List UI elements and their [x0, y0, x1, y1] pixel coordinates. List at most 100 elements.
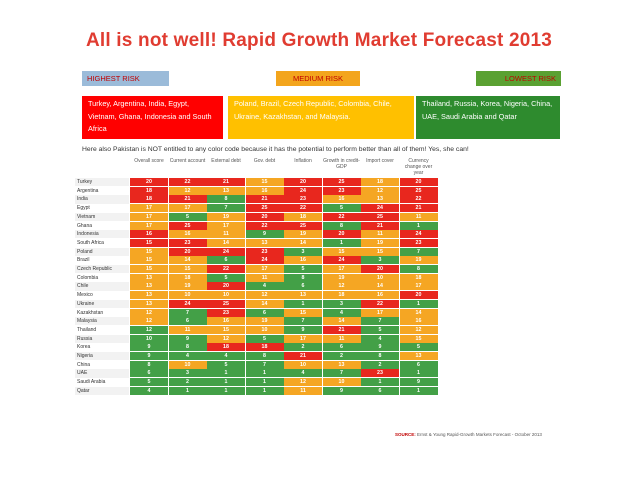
score-cell: 3 — [322, 299, 361, 308]
score-cell: 20 — [284, 178, 322, 187]
score-cell: 13 — [284, 291, 322, 300]
country-label: Saudi Arabia — [75, 378, 129, 387]
score-cell: 13 — [361, 195, 399, 204]
score-cell: 6 — [361, 386, 399, 395]
country-label: Malaysia — [75, 317, 129, 326]
country-label: Nigeria — [75, 352, 129, 361]
score-cell: 24 — [361, 204, 399, 213]
score-cell: 19 — [245, 317, 284, 326]
medium-risk-label: MEDIUM RISK — [276, 71, 360, 86]
score-cell: 15 — [284, 308, 322, 317]
country-label: Egypt — [75, 204, 129, 213]
score-cell: 25 — [399, 186, 438, 195]
score-cell: 6 — [284, 282, 322, 291]
score-cell: 15 — [245, 178, 284, 187]
score-cell: 9 — [130, 352, 168, 361]
score-cell: 7 — [322, 369, 361, 378]
country-label: Korea — [75, 343, 129, 352]
score-cell: 5 — [168, 212, 207, 221]
score-cell: 5 — [245, 334, 284, 343]
score-cell: 16 — [399, 317, 438, 326]
score-cell: 9 — [130, 343, 168, 352]
score-cell: 16 — [284, 256, 322, 265]
score-cell: 17 — [130, 212, 168, 221]
score-cell: 1 — [245, 369, 284, 378]
score-cell: 14 — [168, 256, 207, 265]
score-cell: 23 — [207, 308, 245, 317]
score-cell: 11 — [399, 212, 438, 221]
score-cell: 8 — [284, 273, 322, 282]
score-cell: 15 — [168, 265, 207, 274]
highest-risk-countries: Turkey, Argentina, India, Egypt, Vietnam… — [82, 96, 223, 139]
score-cell: 9 — [284, 325, 322, 334]
score-cell: 12 — [284, 378, 322, 387]
score-cell: 13 — [245, 238, 284, 247]
score-cell: 20 — [245, 212, 284, 221]
score-cell: 17 — [284, 334, 322, 343]
lowest-risk-countries: Thailand, Russia, Korea, Nigeria, China,… — [416, 96, 560, 139]
score-cell: 17 — [399, 282, 438, 291]
score-cell: 7 — [207, 204, 245, 213]
score-cell: 5 — [207, 360, 245, 369]
score-cell: 1 — [245, 386, 284, 395]
score-cell: 5 — [399, 343, 438, 352]
medium-risk-countries: Poland, Brazil, Czech Republic, Colombia… — [228, 96, 414, 139]
score-cell: 12 — [361, 186, 399, 195]
score-cell: 20 — [168, 247, 207, 256]
score-cell: 25 — [284, 221, 322, 230]
score-cell: 16 — [322, 195, 361, 204]
score-cell: 7 — [399, 247, 438, 256]
score-cell: 3 — [168, 369, 207, 378]
score-cell: 7 — [361, 317, 399, 326]
score-cell: 13 — [322, 360, 361, 369]
country-label: Czech Republic — [75, 265, 129, 274]
score-cell: 15 — [130, 238, 168, 247]
score-cell: 25 — [245, 204, 284, 213]
score-cell: 6 — [168, 317, 207, 326]
score-cell: 16 — [361, 291, 399, 300]
column-header: Growth in credit-GDP — [323, 158, 360, 170]
score-cell: 23 — [284, 195, 322, 204]
score-cell: 10 — [361, 273, 399, 282]
score-cell: 13 — [130, 273, 168, 282]
score-cell: 10 — [322, 378, 361, 387]
score-cell: 15 — [361, 247, 399, 256]
score-cell: 22 — [168, 178, 207, 187]
score-cell: 10 — [130, 334, 168, 343]
score-cell: 12 — [207, 334, 245, 343]
score-cell: 8 — [168, 343, 207, 352]
score-cell: 1 — [207, 378, 245, 387]
score-cell: 2 — [168, 378, 207, 387]
score-cell: 22 — [399, 195, 438, 204]
score-cell: 17 — [361, 308, 399, 317]
score-cell: 13 — [130, 299, 168, 308]
score-cell: 5 — [322, 204, 361, 213]
score-cell: 4 — [130, 386, 168, 395]
score-cell: 20 — [399, 178, 438, 187]
score-cell: 8 — [207, 195, 245, 204]
score-cell: 20 — [399, 291, 438, 300]
score-cell: 6 — [245, 308, 284, 317]
score-cell: 19 — [207, 212, 245, 221]
score-cell: 16 — [168, 230, 207, 239]
score-cell: 19 — [284, 230, 322, 239]
country-label: Indonesia — [75, 230, 129, 239]
score-cell: 6 — [399, 360, 438, 369]
country-label: Kazakhstan — [75, 308, 129, 317]
score-cell: 19 — [399, 256, 438, 265]
column-header: External debt — [211, 158, 241, 164]
score-cell: 14 — [207, 238, 245, 247]
column-header: Inflation — [294, 158, 312, 164]
country-label: Argentina — [75, 186, 129, 195]
score-cell: 8 — [130, 360, 168, 369]
score-cell: 8 — [399, 265, 438, 274]
score-cell: 18 — [284, 212, 322, 221]
score-cell: 24 — [168, 299, 207, 308]
country-label: Qatar — [75, 386, 129, 396]
score-cell: 14 — [284, 238, 322, 247]
column-header: Gov. debt — [253, 158, 276, 164]
country-label: UAE — [75, 369, 129, 378]
score-cell: 21 — [207, 178, 245, 187]
score-cell: 4 — [322, 308, 361, 317]
score-cell: 12 — [130, 325, 168, 334]
